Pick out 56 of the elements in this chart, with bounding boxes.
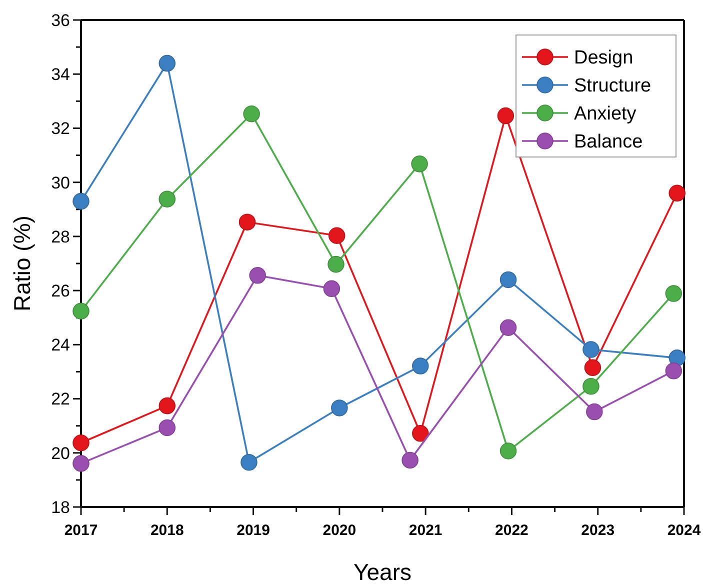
y-tick-label: 30 <box>51 173 70 192</box>
point <box>323 280 340 298</box>
y-tick-label: 34 <box>51 65 70 84</box>
point <box>500 442 517 460</box>
y-tick-label: 32 <box>51 119 70 138</box>
point <box>72 192 90 210</box>
point <box>411 156 428 172</box>
point <box>240 454 258 471</box>
y-tick-label: 20 <box>51 444 70 463</box>
point <box>412 358 429 374</box>
point <box>665 285 682 302</box>
point <box>328 227 346 244</box>
point <box>331 400 348 416</box>
y-tick-label: 18 <box>51 498 70 517</box>
point <box>328 256 344 273</box>
point <box>497 107 514 124</box>
point <box>668 184 686 202</box>
point <box>582 378 600 395</box>
y-tick-label: 22 <box>51 390 70 409</box>
point <box>402 452 418 469</box>
point <box>238 214 256 230</box>
point <box>158 54 176 72</box>
x-tick-label: 2022 <box>495 522 528 539</box>
point <box>72 434 90 452</box>
point <box>665 362 682 380</box>
y-tick-label: 24 <box>51 336 70 355</box>
legend-label: Balance <box>574 132 643 153</box>
legend-label: Design <box>574 48 634 69</box>
point <box>668 350 686 366</box>
point <box>158 397 176 414</box>
point <box>72 455 90 472</box>
y-tick-label: 26 <box>51 282 70 301</box>
x-tick-label: 2018 <box>150 522 184 539</box>
y-axis-title: Ratio (%) <box>9 216 35 312</box>
x-tick-label: 2019 <box>236 522 270 539</box>
x-tick-label: 2020 <box>322 522 356 539</box>
point <box>243 106 260 122</box>
point <box>249 267 266 284</box>
x-axis-title: Years <box>354 559 412 585</box>
legend-label: Structure <box>574 76 652 97</box>
y-tick-label: 28 <box>51 227 70 246</box>
point <box>500 271 517 288</box>
x-tick-label: 2017 <box>64 522 98 539</box>
point <box>500 319 517 336</box>
legend-label: Anxiety <box>574 104 637 125</box>
point <box>72 302 90 320</box>
point <box>582 341 600 358</box>
x-tick-label: 2024 <box>667 522 702 539</box>
point <box>412 425 429 442</box>
point <box>158 419 176 436</box>
x-tick-label: 2021 <box>408 522 442 539</box>
point <box>586 403 603 420</box>
point <box>584 359 602 376</box>
point <box>158 190 176 208</box>
x-tick-label: 2023 <box>581 522 615 539</box>
y-tick-label: 36 <box>51 10 70 30</box>
